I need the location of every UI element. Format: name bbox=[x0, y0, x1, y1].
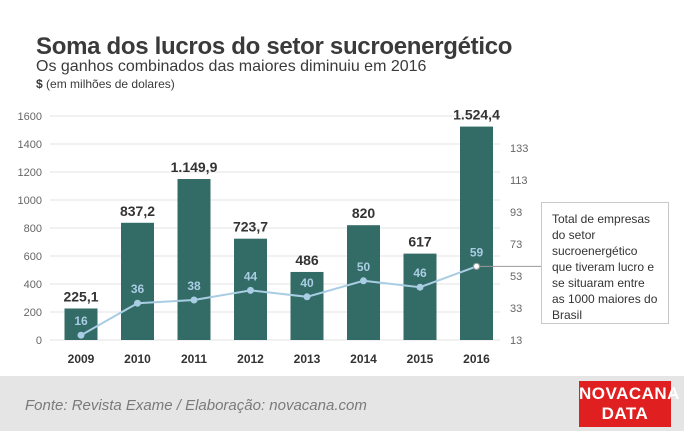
line-value-label: 40 bbox=[300, 276, 314, 290]
line-point bbox=[247, 286, 254, 294]
x-tick-label: 2014 bbox=[350, 352, 377, 366]
y2-tick-label: 133 bbox=[510, 143, 528, 155]
unit-label: $ (em milhões de dolares) bbox=[36, 77, 175, 91]
x-tick-label: 2016 bbox=[463, 352, 490, 366]
y-tick-label: 1200 bbox=[18, 167, 42, 179]
bar-value-label: 486 bbox=[295, 252, 319, 268]
x-tick-label: 2011 bbox=[181, 352, 207, 366]
logo-line-1: NOVACANA bbox=[579, 384, 680, 403]
x-tick-label: 2012 bbox=[237, 352, 264, 366]
y2-tick-label: 53 bbox=[510, 271, 522, 283]
bar bbox=[121, 222, 154, 340]
y-tick-label: 1000 bbox=[18, 195, 42, 207]
line-value-label: 44 bbox=[244, 269, 258, 283]
line-point bbox=[416, 283, 424, 291]
y-tick-label: 600 bbox=[24, 251, 42, 263]
y2-tick-label: 13 bbox=[510, 335, 522, 347]
bar-value-label: 1.149,9 bbox=[171, 159, 218, 175]
x-tick-label: 2015 bbox=[407, 352, 434, 366]
bar-value-label: 820 bbox=[352, 205, 376, 221]
y2-tick-label: 73 bbox=[510, 239, 522, 251]
line-value-label: 38 bbox=[187, 279, 201, 293]
unit-text: (em milhões de dolares) bbox=[46, 77, 175, 91]
chart-plot: 0 200 400 600 800 1000 1200 1400 1600 13 33 53 73 93 1… bbox=[18, 107, 541, 366]
line-value-label: 36 bbox=[131, 282, 145, 296]
y-tick-label: 400 bbox=[24, 279, 42, 291]
x-tick-label: 2009 bbox=[68, 352, 95, 366]
line-value-label: 50 bbox=[357, 260, 371, 274]
line-point bbox=[134, 299, 141, 307]
y2-tick-label: 93 bbox=[510, 207, 522, 219]
bar bbox=[460, 126, 493, 340]
bar-value-label: 723,7 bbox=[233, 219, 268, 235]
y2-tick-label: 33 bbox=[510, 303, 522, 315]
annotation-box: Total de empresas do setor sucroenergéti… bbox=[541, 202, 669, 324]
bar bbox=[403, 253, 437, 340]
line-value-label: 16 bbox=[74, 314, 88, 328]
line-point bbox=[77, 331, 85, 339]
bar-value-label: 617 bbox=[408, 234, 432, 250]
source-text: Fonte: Revista Exame / Elaboração: novac… bbox=[25, 397, 367, 414]
unit-symbol: $ bbox=[36, 77, 43, 91]
line-value-label: 46 bbox=[413, 266, 427, 280]
y-tick-label: 1400 bbox=[18, 139, 42, 151]
x-tick-label: 2010 bbox=[124, 352, 151, 366]
bar bbox=[177, 179, 211, 340]
line-value-label: 59 bbox=[470, 245, 484, 259]
y-tick-label: 1600 bbox=[18, 111, 42, 123]
y-tick-label: 200 bbox=[24, 307, 42, 319]
line-point bbox=[190, 296, 198, 304]
line-point bbox=[360, 277, 367, 285]
chart-title: Soma dos lucros do setor sucroenergético bbox=[36, 33, 513, 60]
chart-subtitle: Os ganhos combinados das maiores diminui… bbox=[36, 58, 427, 75]
bar bbox=[290, 271, 324, 340]
logo-line-2: DATA bbox=[601, 404, 649, 423]
bar-value-label: 1.524,4 bbox=[453, 107, 500, 123]
bar-value-label: 837,2 bbox=[120, 203, 155, 219]
footer-bar bbox=[0, 376, 684, 431]
bar-value-label: 225,1 bbox=[63, 288, 98, 304]
annotation-anchor bbox=[473, 262, 480, 270]
y-tick-label: 0 bbox=[36, 335, 42, 347]
line-series bbox=[80, 265, 477, 337]
x-tick-label: 2013 bbox=[294, 352, 321, 366]
y2-tick-label: 113 bbox=[510, 175, 528, 187]
y-tick-label: 800 bbox=[24, 223, 42, 235]
line-point bbox=[303, 293, 311, 301]
novacana-logo: NOVACANA DATA bbox=[579, 381, 680, 427]
